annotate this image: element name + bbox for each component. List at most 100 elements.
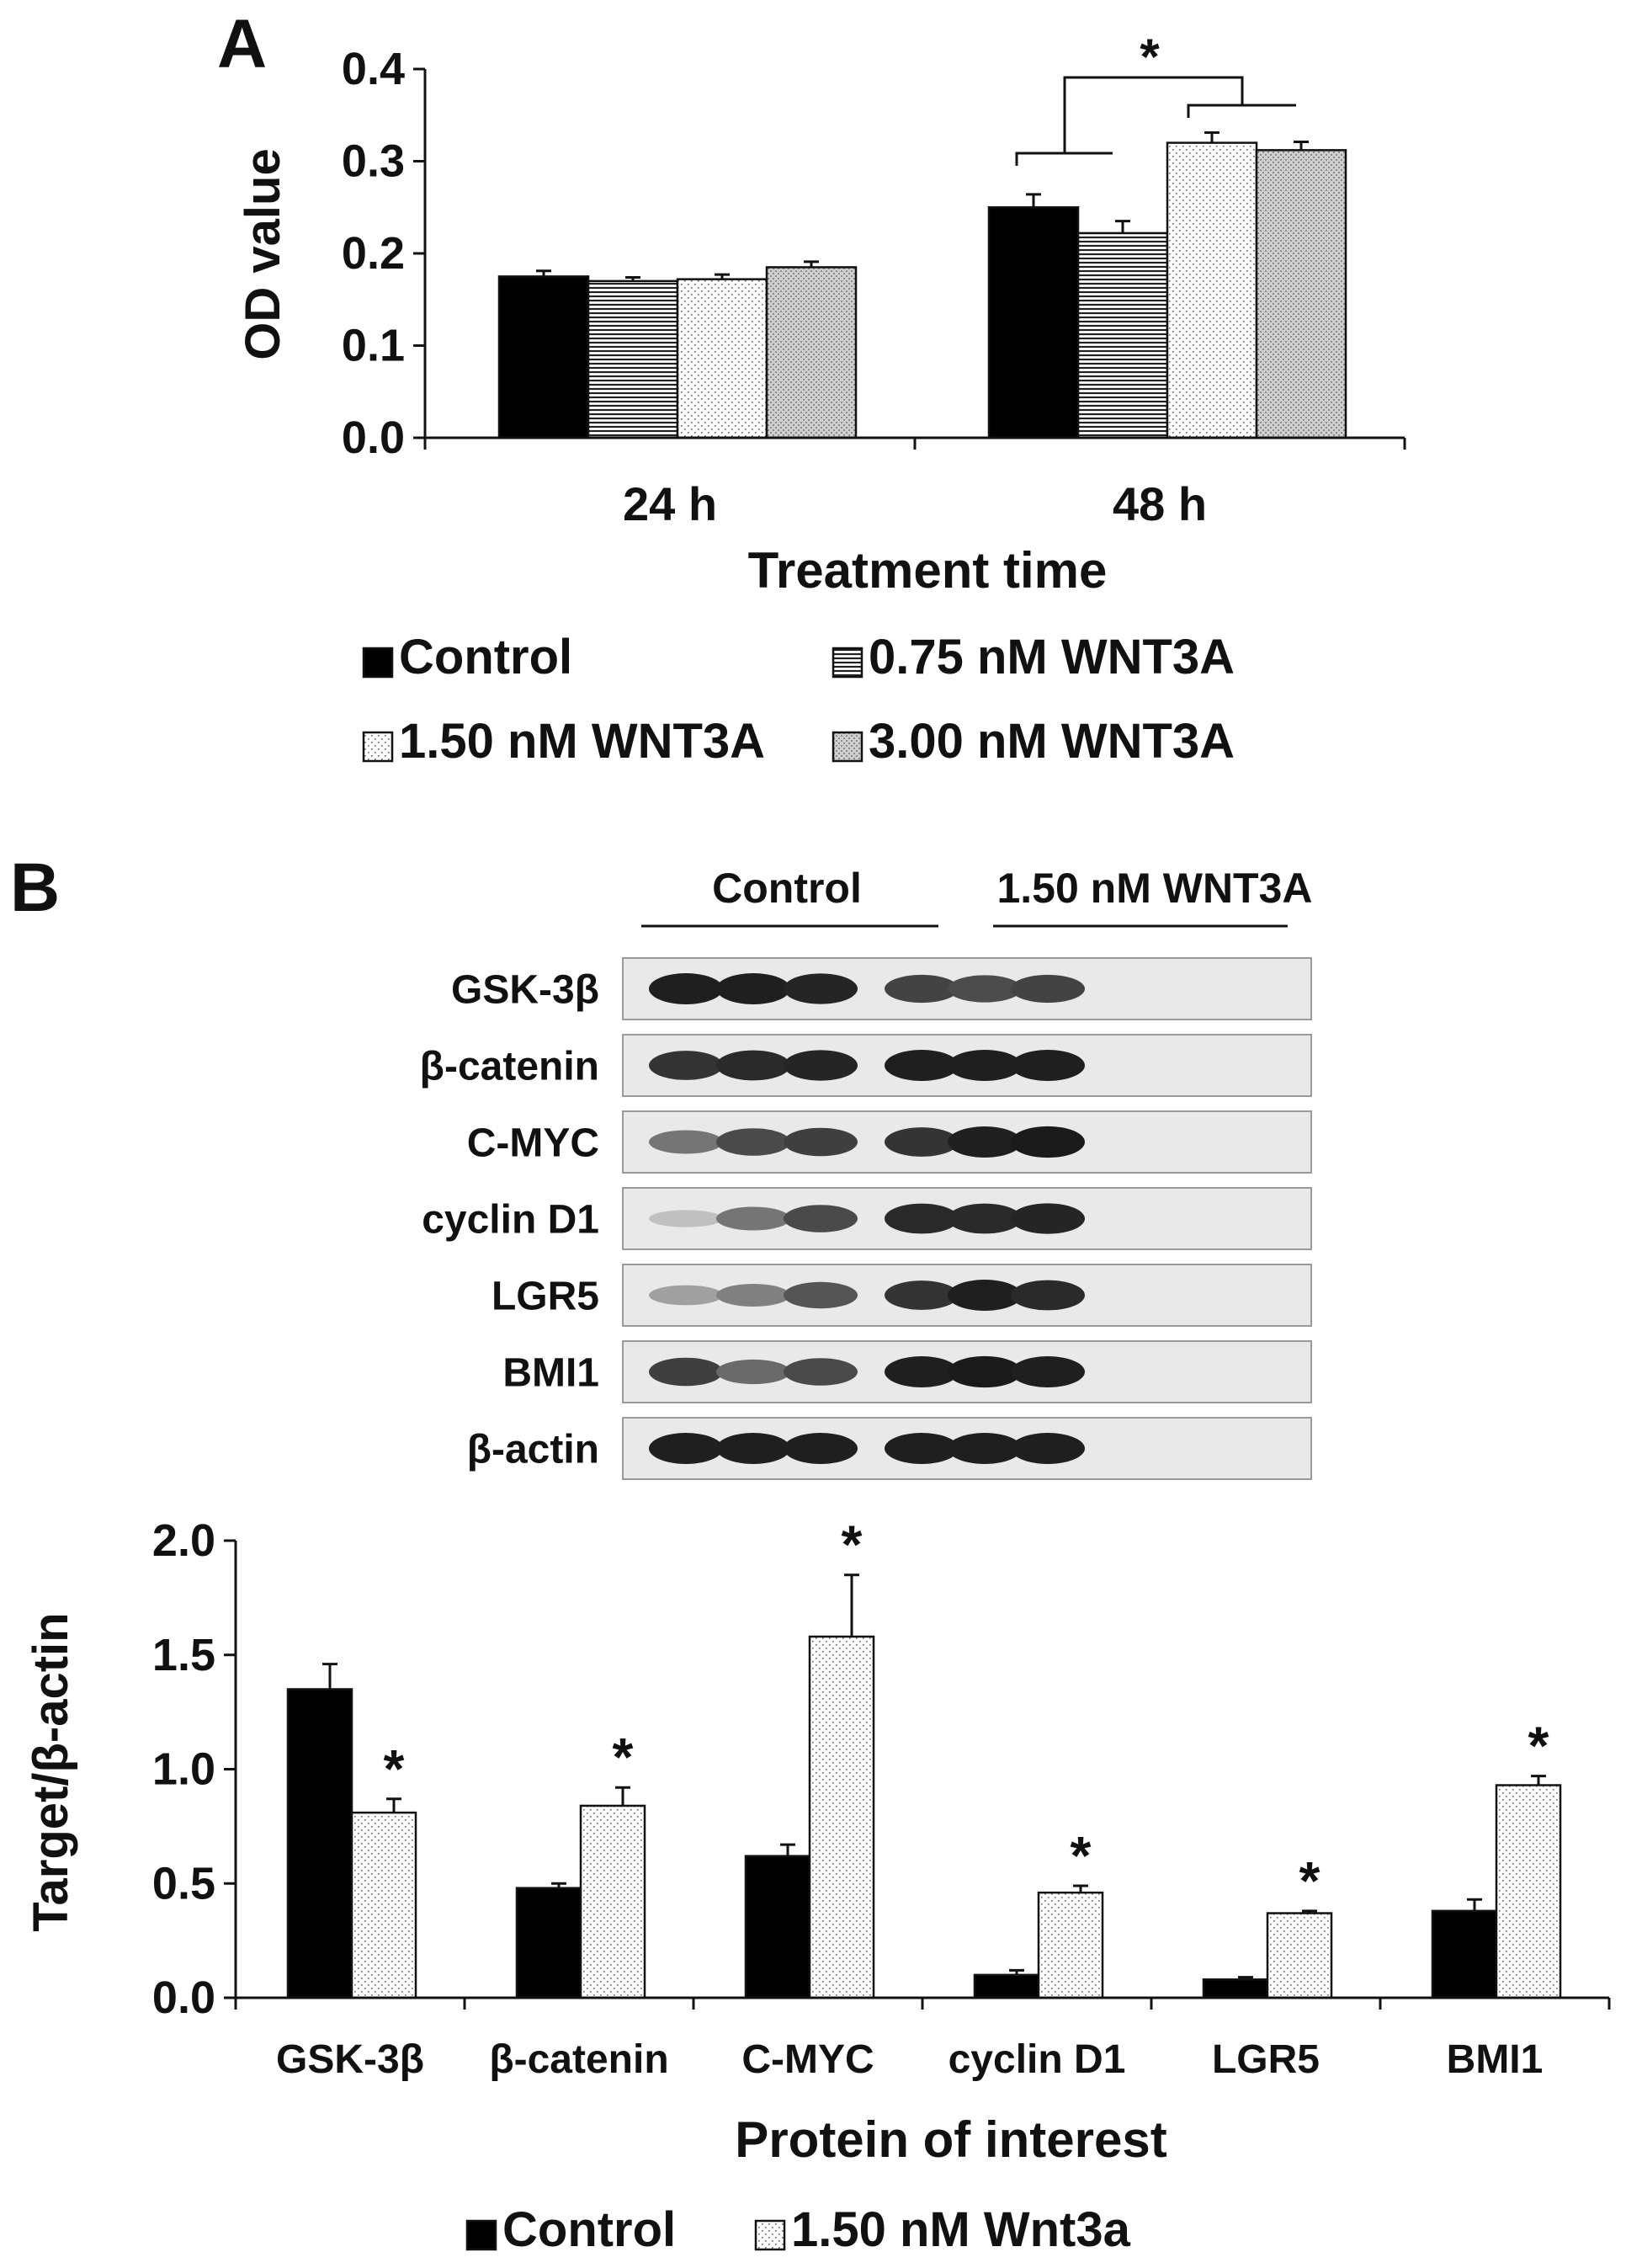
blot-band bbox=[784, 1281, 858, 1309]
panel-a-y-tick-label: 0.3 bbox=[342, 136, 405, 187]
blot-band bbox=[1011, 1050, 1085, 1081]
panel-a-legend-label: 1.50 nM WNT3A bbox=[399, 714, 765, 769]
blot-band bbox=[716, 1128, 790, 1156]
blot-band bbox=[885, 974, 959, 1004]
panel-b-x-category-label: cyclin D1 bbox=[948, 2037, 1126, 2082]
blot-band bbox=[1011, 1280, 1085, 1311]
panel-b-bar-1-50-nm-wnt3a-c-myc bbox=[808, 1635, 875, 1999]
blot-band bbox=[948, 1433, 1022, 1464]
blot-band bbox=[716, 1433, 790, 1464]
blot-band bbox=[948, 1050, 1022, 1081]
panel-b-x-axis-title: Protein of interest bbox=[735, 2111, 1166, 2168]
panel-a-y-tick-label: 0.0 bbox=[342, 413, 405, 463]
panel-a-bar-1-50-nm-wnt3a-24-h bbox=[676, 278, 768, 439]
panel-b-bar-control-lgr5 bbox=[1202, 1978, 1269, 1999]
blot-group-label-control: Control bbox=[712, 865, 862, 912]
panel-b-legend-label: 1.50 nM Wnt3a bbox=[791, 2202, 1131, 2257]
blot-row-label: BMI1 bbox=[502, 1351, 599, 1396]
panel-a-legend-swatch-1-50-nm-wnt3a bbox=[362, 731, 394, 763]
sig-asterisk: * bbox=[1140, 29, 1160, 85]
blot-band bbox=[649, 1433, 723, 1464]
panel-b-legend-swatch-control bbox=[465, 2219, 497, 2251]
panel-b-bar-1-50-nm-wnt3a-lgr5 bbox=[1266, 1912, 1333, 1999]
panel-a-letter: A bbox=[217, 6, 267, 83]
panel-a-bar-1-50-nm-wnt3a-48-h bbox=[1166, 141, 1258, 439]
blot-band bbox=[716, 1284, 790, 1307]
blot-row-lgr5: LGR5 bbox=[492, 1264, 1312, 1327]
panel-a-bar-0-75-nm-wnt3a-24-h bbox=[587, 280, 679, 439]
blot-row-cyclin-d1: cyclin D1 bbox=[422, 1187, 1312, 1250]
panel-a-bar-control-48-h bbox=[987, 206, 1080, 439]
panel-b-y-ticks: 0.0 0.5 1.0 1.5 2.0 bbox=[152, 1515, 236, 2023]
blot-band bbox=[649, 1357, 723, 1387]
panel-a-legend-label: 0.75 nM WNT3A bbox=[869, 630, 1235, 684]
panel-b-bar-control-gsk-3 bbox=[286, 1688, 353, 1999]
panel-b-bar-1-50-nm-wnt3a-cyclin-d1 bbox=[1037, 1891, 1104, 1999]
panel-a-bar-3-00-nm-wnt3a-48-h bbox=[1255, 149, 1347, 439]
blot-band bbox=[784, 973, 858, 1004]
panel-b-y-tick-label: 2.0 bbox=[152, 1515, 215, 1566]
panel-b-bars: * * * * * * bbox=[286, 1515, 1562, 1999]
blot-band bbox=[716, 1206, 790, 1231]
sig-bracket-join bbox=[1063, 76, 1244, 153]
panel-b-legend-swatch-1-50-nm-wnt3a bbox=[754, 2219, 786, 2251]
blot-band bbox=[716, 1050, 790, 1081]
blot-band bbox=[784, 1358, 858, 1386]
blot-band bbox=[1011, 974, 1085, 1004]
blot-row-label: cyclin D1 bbox=[422, 1198, 599, 1243]
panel-b-letter: B bbox=[10, 849, 60, 926]
panel-a-y-tick-label: 0.1 bbox=[342, 321, 405, 371]
blot-band bbox=[885, 1433, 959, 1464]
panel-b: B Control 1.50 nM WNT3A GSK-3ββ-cateninC… bbox=[10, 849, 1611, 2257]
blot-band bbox=[784, 1127, 858, 1157]
panel-b-bar-1-50-nm-wnt3a-catenin bbox=[579, 1804, 646, 1999]
panel-a-legend-label: Control bbox=[399, 630, 572, 684]
panel-b-axes bbox=[234, 1541, 1611, 2010]
blot-row-c-myc: C-MYC bbox=[467, 1110, 1312, 1174]
panel-b-y-tick-label: 1.0 bbox=[152, 1744, 215, 1795]
blot-row-gsk-3: GSK-3β bbox=[451, 957, 1312, 1020]
blot-row-label: β-catenin bbox=[420, 1045, 599, 1089]
panel-a-bar-3-00-nm-wnt3a-24-h bbox=[765, 266, 858, 439]
blot-band bbox=[649, 1051, 723, 1080]
panel-b-y-tick-label: 0.0 bbox=[152, 1973, 215, 2023]
panel-a-axes bbox=[423, 69, 1406, 450]
panel-a-bars bbox=[497, 131, 1347, 439]
sig-bracket-right bbox=[1187, 104, 1296, 118]
panel-a: A OD value 0.0 0.1 0.2 0.3 0.4 24 h 48 h * Tr… bbox=[217, 6, 1406, 769]
blot-row-label: GSK-3β bbox=[451, 968, 599, 1013]
panel-b-bar-1-50-nm-wnt3a-gsk-3 bbox=[350, 1811, 417, 1999]
blot-band bbox=[885, 1050, 959, 1081]
blot-rows: GSK-3β β-catenin C-MYC cyclin D1 LGR5 BMI1 β-a… bbox=[420, 957, 1312, 1480]
panel-b-legend-label: Control bbox=[502, 2202, 676, 2257]
panel-a-y-axis-title: OD value bbox=[236, 148, 290, 359]
panel-b-bar-control-c-myc bbox=[744, 1855, 811, 1999]
panel-a-legend-swatch-0-75-nm-wnt3a bbox=[832, 647, 863, 679]
panel-b-significance-asterisk: * bbox=[384, 1738, 405, 1799]
blot-row-label: β-actin bbox=[467, 1428, 599, 1472]
sig-bracket-left bbox=[1015, 152, 1113, 166]
blot-row-bmi1: BMI1 bbox=[502, 1340, 1312, 1403]
blot-band bbox=[948, 975, 1022, 1003]
blot-band bbox=[649, 1130, 723, 1154]
blot-band bbox=[885, 1280, 959, 1310]
blot-band bbox=[885, 1356, 959, 1387]
panel-b-x-categories: GSK-3β β-catenin C-MYC cyclin D1 LGR5 BMI1 bbox=[276, 2037, 1543, 2082]
panel-b-bar-control-bmi1 bbox=[1431, 1909, 1498, 1999]
panel-b-x-category-label: C-MYC bbox=[741, 2037, 874, 2082]
blot-band bbox=[649, 1210, 723, 1227]
blot-band bbox=[784, 1433, 858, 1464]
panel-b-x-category-label: BMI1 bbox=[1447, 2037, 1544, 2082]
panel-a-bar-control-24-h bbox=[497, 275, 590, 439]
blot-band bbox=[716, 973, 790, 1004]
blot-band bbox=[784, 1205, 858, 1232]
panel-b-y-tick-label: 0.5 bbox=[152, 1858, 215, 1909]
blot-band bbox=[1011, 1203, 1085, 1234]
western-blot: Control 1.50 nM WNT3A GSK-3β β-catenin C-M… bbox=[420, 865, 1313, 1480]
blot-row-catenin: β-catenin bbox=[420, 1034, 1312, 1097]
panel-b-significance-asterisk: * bbox=[842, 1515, 863, 1575]
blot-band bbox=[784, 1050, 858, 1081]
blot-row-label: C-MYC bbox=[467, 1121, 599, 1166]
panel-b-y-tick-label: 1.5 bbox=[152, 1630, 215, 1680]
